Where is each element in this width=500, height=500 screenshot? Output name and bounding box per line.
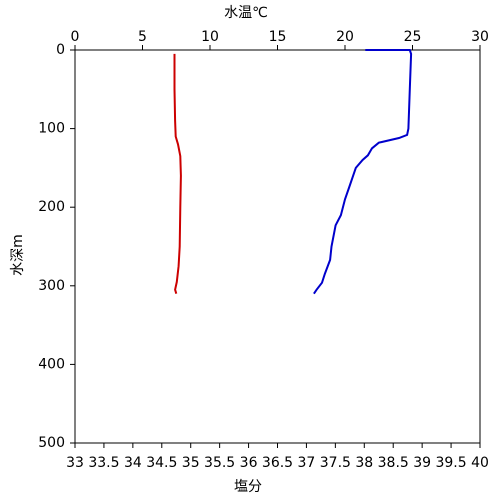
x-tick-label: 33.5	[88, 455, 119, 471]
x-tick-label: 35	[182, 455, 200, 471]
x2-tick-label: 30	[471, 29, 489, 45]
x2-tick-label: 20	[336, 29, 354, 45]
x-tick-label: 35.5	[204, 455, 235, 471]
x-tick-label: 34	[124, 455, 142, 471]
x2-tick-label: 5	[138, 29, 147, 45]
y-axis-label: 水深m	[10, 234, 26, 276]
x-tick-label: 38	[355, 455, 373, 471]
x-tick-label: 38.5	[378, 455, 409, 471]
x-tick-label: 36	[240, 455, 258, 471]
x-tick-label: 39.5	[435, 455, 466, 471]
plot-frame	[74, 49, 481, 444]
x2-tick-label: 25	[404, 29, 422, 45]
x-tick-label: 33	[66, 455, 84, 471]
x-axis-label: 塩分	[234, 479, 262, 495]
profile-line	[313, 49, 413, 295]
x-tick-label: 37.5	[320, 455, 351, 471]
y-tick-label: 0	[56, 42, 65, 58]
y-tick-label: 200	[38, 199, 65, 215]
x2-tick-label: 0	[71, 29, 80, 45]
x2-axis-label: 水温℃	[224, 5, 268, 21]
x-tick-label: 39	[413, 455, 431, 471]
x2-tick-label: 10	[201, 29, 219, 45]
y-tick-label: 100	[38, 121, 65, 137]
profile-line	[173, 53, 182, 294]
y-tick-label: 300	[38, 278, 65, 294]
x-tick-label: 34.5	[146, 455, 177, 471]
y-tick-label: 400	[38, 356, 65, 372]
y-tick-label: 500	[38, 435, 65, 451]
x-tick-label: 37	[298, 455, 316, 471]
x-tick-label: 40	[471, 455, 489, 471]
x-tick-label: 36.5	[262, 455, 293, 471]
x2-tick-label: 15	[269, 29, 287, 45]
